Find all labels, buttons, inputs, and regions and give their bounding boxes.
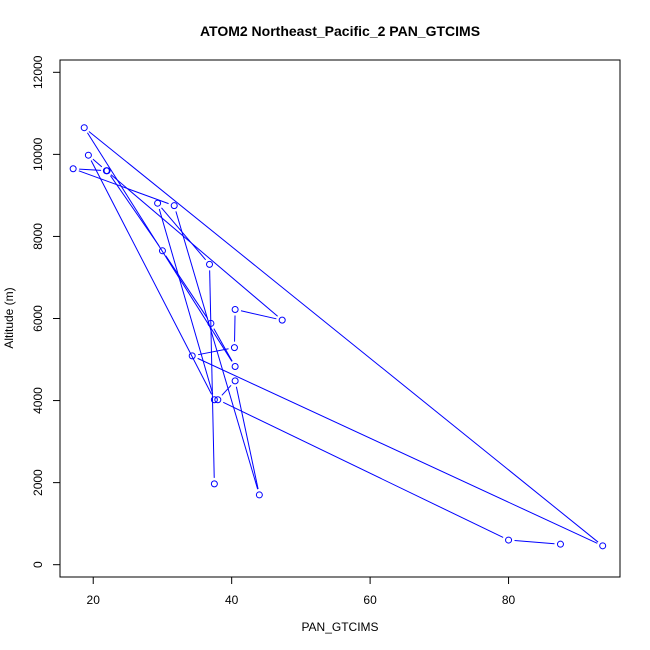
data-point [230, 344, 238, 352]
series-segment [209, 270, 215, 478]
series-segment [78, 170, 169, 205]
y-tick-label: 4000 [31, 387, 45, 414]
data-point [231, 305, 239, 313]
data-point [210, 396, 218, 404]
x-axis-label: PAN_GTCIMS [301, 620, 378, 634]
y-tick-label: 6000 [31, 305, 45, 332]
series-segment [88, 131, 599, 543]
series-segment [240, 310, 277, 320]
data-point [210, 480, 218, 488]
x-axis: 20 40 60 80 [87, 576, 516, 607]
series-segment [110, 174, 278, 317]
y-tick-label: 8000 [31, 223, 45, 250]
data-point [599, 542, 607, 550]
x-tick-label: 80 [502, 593, 516, 607]
series-segment [514, 540, 555, 545]
data-point [69, 165, 77, 173]
data-point [231, 363, 239, 371]
y-tick-label: 10000 [31, 137, 45, 171]
y-tick-label: 0 [31, 561, 45, 568]
x-tick-label: 60 [363, 593, 377, 607]
data-point [556, 540, 564, 548]
data-point [214, 396, 222, 404]
series-segment [198, 348, 229, 356]
series-segment [223, 401, 504, 538]
series-segment [235, 386, 259, 490]
data-point [188, 352, 196, 360]
series-segment [79, 168, 102, 171]
series-lines [78, 131, 599, 545]
series-segment [87, 132, 233, 362]
plot-frame [59, 59, 621, 578]
series-segment [165, 255, 208, 319]
chart-title: ATOM2 Northeast_Pacific_2 PAN_GTCIMS [200, 23, 480, 39]
data-point [80, 124, 88, 132]
x-tick-label: 20 [87, 593, 101, 607]
y-tick-label: 12000 [31, 55, 45, 89]
data-point [207, 319, 215, 327]
series-segment [175, 211, 259, 490]
series-segment [92, 158, 103, 168]
y-axis-label: Altitude (m) [2, 287, 16, 348]
data-point [505, 536, 513, 544]
data-point [102, 167, 110, 175]
series-segment [213, 328, 233, 362]
series-points [69, 124, 607, 550]
series-segment [90, 160, 213, 395]
y-tick-label: 2000 [31, 469, 45, 496]
data-point [231, 377, 239, 385]
x-tick-label: 40 [225, 593, 239, 607]
series-segment [221, 384, 232, 396]
data-point [255, 491, 263, 499]
data-point [206, 260, 214, 268]
data-point [158, 247, 166, 255]
data-point [170, 202, 178, 210]
series-segment [158, 208, 214, 395]
data-point [278, 316, 286, 324]
data-point [84, 151, 92, 159]
series-segment [197, 357, 598, 544]
series-segment [161, 207, 207, 261]
y-axis: 0 2000 4000 6000 8000 10000 12000 [31, 55, 61, 568]
data-point [154, 199, 162, 207]
